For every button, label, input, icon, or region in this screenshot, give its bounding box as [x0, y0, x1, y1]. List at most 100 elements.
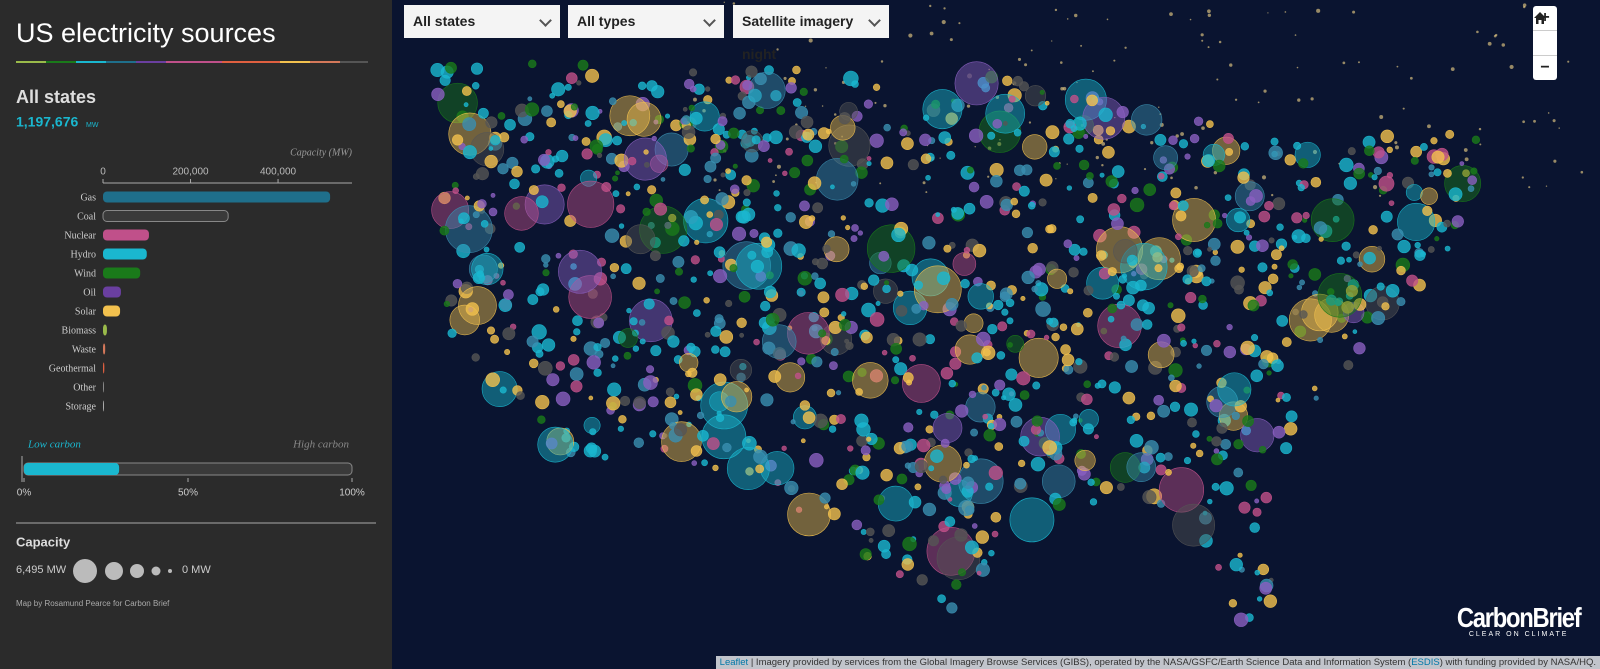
plant-dot [1107, 203, 1121, 216]
plant-dot [552, 306, 560, 313]
plant-dot [1386, 146, 1393, 154]
plant-dot [589, 139, 604, 153]
plant-dot [572, 315, 583, 327]
plant-dot [704, 331, 711, 338]
plant-dot [639, 338, 646, 345]
plant-dot [490, 192, 496, 198]
plant-dot [1211, 482, 1220, 491]
plant-dot [865, 527, 875, 537]
plant-dot [794, 372, 802, 380]
plant-dot [626, 307, 632, 314]
plant-dot [753, 338, 760, 346]
plant-dot [673, 355, 683, 364]
city-light [1030, 49, 1033, 52]
plant-dot [703, 174, 712, 184]
plant-dot [499, 386, 507, 394]
plant-dot [1180, 340, 1187, 347]
plant-dot [753, 449, 768, 464]
plant-dot [1270, 249, 1282, 261]
city-light [1216, 78, 1219, 81]
plant-dot [696, 411, 705, 420]
plant-dot [552, 155, 560, 163]
plant-dot [1146, 411, 1156, 421]
city-light [966, 104, 971, 108]
plant-dot [1111, 165, 1125, 178]
category-label: Hydro [70, 249, 96, 260]
home[interactable] [1533, 12, 1557, 56]
bar [103, 286, 121, 298]
plant-dot [729, 264, 738, 273]
plant-dot [1126, 254, 1138, 266]
bar [103, 305, 121, 317]
plant-dot [991, 388, 1000, 397]
plant-dot [951, 98, 965, 112]
plant-dot [808, 139, 823, 153]
plant-dot [1046, 261, 1059, 274]
plant-dot [535, 395, 550, 410]
plant-dot [527, 294, 539, 305]
plant-dot [1076, 449, 1086, 459]
city-light [941, 19, 946, 25]
plant-dot [1250, 369, 1264, 383]
city-light [1567, 60, 1570, 63]
plant-dot [756, 106, 764, 115]
plant-dot [706, 211, 714, 218]
plant-dot [1170, 187, 1182, 199]
city-light [841, 135, 844, 138]
plant-dot [1211, 436, 1222, 447]
plant-dot [1341, 333, 1348, 340]
plant-dot [1175, 210, 1187, 222]
plant-dot [588, 395, 594, 401]
plant-dot [1258, 210, 1271, 223]
plant-dot [1459, 161, 1465, 166]
plant-dot [860, 331, 873, 344]
plant-dot [754, 72, 767, 86]
type-select[interactable]: All types [568, 5, 724, 38]
plant-dot [839, 319, 851, 331]
city-light [1066, 18, 1069, 20]
plant-dot [717, 116, 728, 127]
plant-dot [930, 410, 939, 419]
plant-dot [1252, 507, 1262, 517]
leaflet-link[interactable]: Leaflet [719, 657, 749, 668]
plant-dot [610, 273, 616, 280]
plant-dot [1129, 433, 1144, 448]
plant-dot [1414, 249, 1426, 261]
plant-dot [625, 191, 631, 197]
plant-dot [1065, 118, 1075, 129]
basemap-select[interactable]: Satellite imagery night [733, 5, 889, 62]
plant-dot [993, 299, 1004, 311]
plant-dot [949, 357, 962, 370]
plant-dot [954, 61, 999, 106]
plant-dot [952, 252, 977, 276]
plant-dot [600, 337, 611, 348]
zoom-out[interactable]: − [1540, 59, 1550, 76]
plant-dot [1074, 449, 1096, 471]
plant-dot [1276, 223, 1284, 231]
plant-dot [968, 181, 980, 193]
plant-dot [967, 283, 994, 310]
state-select[interactable]: All states [404, 5, 560, 38]
esdis-link[interactable]: ESDIS [1411, 657, 1440, 668]
plant-dot [987, 422, 995, 430]
plant-dot [1107, 315, 1115, 323]
plant-dot [1420, 187, 1438, 205]
plant-dot [686, 144, 695, 153]
plant-dot [713, 373, 727, 386]
plant-dot [1428, 164, 1435, 171]
plant-dot [627, 156, 637, 166]
attribution-text: | Imagery provided by services from the … [748, 657, 1412, 668]
city-light [1533, 119, 1536, 123]
plant-dot [884, 280, 890, 286]
plant-dot [1108, 381, 1121, 394]
plant-dot [1020, 295, 1026, 302]
plant-dot [1230, 239, 1245, 254]
plant-dot [899, 128, 908, 137]
plant-dot [678, 163, 691, 176]
title: US electricity sources [16, 18, 276, 48]
plant-dot [1177, 323, 1186, 332]
plant-dot [827, 507, 841, 521]
plant-dot [1249, 522, 1260, 533]
plant-dot [857, 230, 863, 236]
map[interactable]: All states All types Satellite imagery n… [392, 0, 1600, 669]
